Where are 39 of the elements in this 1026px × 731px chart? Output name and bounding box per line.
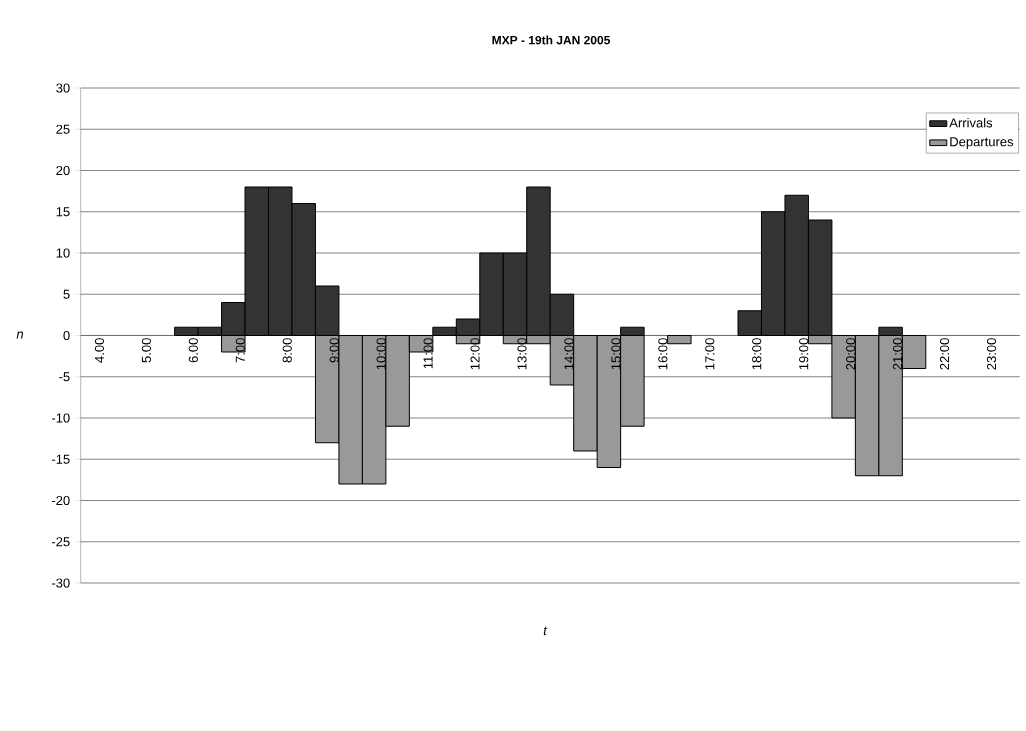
x-tick-label: 23:00 [986,338,997,370]
x-tick-label: 6.00 [188,338,198,363]
bar [667,335,692,345]
x-tick-label: 14:00 [564,338,574,370]
x-tick-label: 21:00 [892,338,903,370]
x-axis-title: t [543,626,548,636]
x-tick-label: 7:00 [235,338,245,363]
x-tick-label: 22:00 [939,338,950,370]
x-tick-label: 15:00 [611,338,621,370]
y-tick-label: 5 [63,289,70,299]
y-tick-label: -15 [51,454,70,464]
x-tick-label: 19:00 [799,338,809,370]
x-tick-label: 11:00 [423,338,433,369]
legend-label: Departures [950,137,1014,149]
y-tick-label: 15 [56,207,70,217]
y-axis-title: n [16,331,24,339]
x-tick-label: 5.00 [141,338,151,363]
x-tick-label: 13:00 [517,338,527,370]
y-tick-label: -25 [51,537,70,547]
y-tick-label: -5 [59,372,70,382]
y-tick-label: 30 [56,83,70,93]
x-tick-label: 18:00 [752,338,762,370]
y-tick-label: 10 [56,248,70,258]
x-tick-label: 9:00 [329,338,339,363]
y-tick-label: -30 [51,578,70,588]
y-tick-label: 20 [56,165,70,176]
x-tick-label: 10:00 [376,338,386,370]
y-tick-label: -20 [51,495,70,506]
x-tick-label: 20:00 [846,338,856,370]
x-tick-label: 12:00 [470,338,480,370]
y-tick-label: 0 [63,330,70,341]
y-tick-label: 25 [56,124,70,134]
legend-label: Arrivals [949,117,993,128]
chart-title: MXP - 19th JAN 2005 [492,35,611,45]
x-tick-label: 17:00 [705,338,715,370]
y-tick-label: -10 [51,413,70,423]
x-tick-label: 16:00 [658,338,668,370]
x-tick-label: 4.00 [94,338,105,363]
x-tick-label: 8:00 [282,338,292,363]
